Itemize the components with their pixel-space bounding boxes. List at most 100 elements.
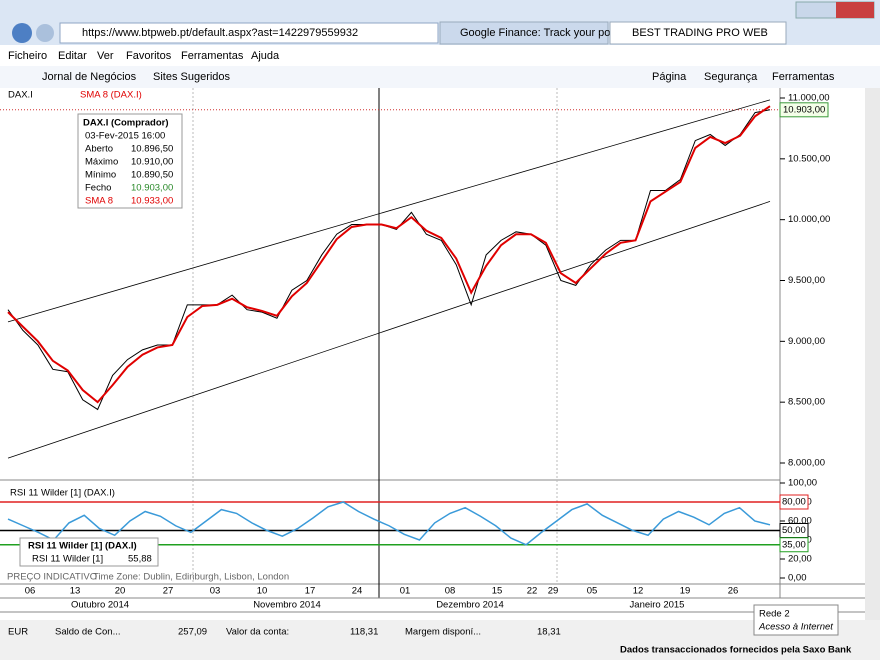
tooltip-value: 10.903,00: [131, 183, 173, 194]
day-label: 05: [587, 586, 598, 597]
network-status: Acesso à Internet: [758, 622, 833, 633]
favorites-bar: [0, 66, 880, 88]
account-field: Saldo de Con...: [55, 627, 121, 638]
favorite[interactable]: Sites Sugeridos: [153, 71, 231, 83]
rsi-legend-name: RSI 11 Wilder [1]: [32, 554, 103, 565]
tab-active[interactable]: [609, 21, 787, 45]
trendline: [7, 99, 771, 323]
tab-title: Google Finance: Track your po...: [460, 27, 620, 39]
y-tick-label: 8.000,00: [788, 458, 825, 469]
command[interactable]: Segurança: [704, 71, 758, 83]
address-bar[interactable]: [59, 22, 439, 44]
tooltip-key: Aberto: [85, 144, 113, 155]
instrument: DAX.I: [8, 90, 33, 101]
tooltip-value: 10.933,00: [131, 196, 173, 207]
day-label: 15: [492, 586, 503, 597]
tooltip-value: 10.890,50: [131, 170, 173, 181]
month-label: Novembro 2014: [253, 600, 321, 611]
level-label: 35,00: [782, 539, 806, 550]
rsi-legend-title: RSI 11 Wilder [1] (DAX.I): [28, 541, 137, 552]
y-tick-label: 60,00: [788, 516, 812, 527]
url: https://www.btpweb.pt/default.aspx?ast=1…: [82, 27, 358, 39]
day-label: 17: [305, 586, 316, 597]
tooltip-value: 10.910,00: [131, 157, 173, 168]
scrollbar[interactable]: [865, 88, 880, 620]
y-tick-label: 10.500,00: [788, 153, 830, 164]
forward-button[interactable]: [36, 24, 54, 42]
command[interactable]: Ferramentas: [772, 71, 835, 83]
rsi-legend-value: 55,88: [128, 554, 152, 565]
network-name: Rede 2: [759, 609, 790, 620]
y-tick-label: 11.000,00: [788, 93, 830, 104]
day-label: 13: [70, 586, 81, 597]
y-tick-label: 100,00: [788, 478, 817, 489]
day-label: 06: [25, 586, 36, 597]
level-box: [779, 494, 809, 510]
y-tick-label: 9.500,00: [788, 275, 825, 286]
day-label: 10: [257, 586, 268, 597]
note: Time Zone: Dublin, Edinburgh, Lisbon, Lo…: [93, 572, 289, 583]
menu-item[interactable]: Ficheiro: [8, 50, 47, 62]
month-label: Outubro 2014: [71, 600, 129, 611]
y-tick-label: 10.000,00: [788, 214, 830, 225]
day-label: 12: [633, 586, 644, 597]
y-tick-label: 9.000,00: [788, 336, 825, 347]
day-label: 19: [680, 586, 691, 597]
tooltip: [77, 113, 183, 209]
tooltip-key: Mínimo: [85, 170, 116, 181]
series-line: [7, 501, 771, 546]
indicator: SMA 8 (DAX.I): [80, 90, 142, 101]
y-tick-label: 8.500,00: [788, 397, 825, 408]
tooltip-key: SMA 8: [85, 196, 113, 207]
tooltip-title: DAX.I (Comprador): [83, 118, 169, 129]
y-tick-label: 20,00: [788, 554, 812, 565]
y-tick-label: 0,00: [788, 573, 807, 584]
status-bar: [0, 620, 880, 660]
series-line: [7, 105, 771, 404]
level-label: 80,00: [782, 497, 806, 508]
account-field: Margem disponí...: [405, 627, 481, 638]
back-button[interactable]: [12, 23, 32, 43]
rsi-title: RSI 11 Wilder [1] (DAX.I): [10, 488, 115, 499]
tooltip-date: 03-Fev-2015 16:00: [85, 131, 165, 142]
month-label: Dezembro 2014: [436, 600, 504, 611]
current-label: 10.903,00: [783, 104, 825, 115]
day-label: 08: [445, 586, 456, 597]
menu-bar: [0, 45, 880, 66]
account-field: 118,31: [350, 627, 378, 638]
level-label: 50,00: [782, 525, 806, 536]
tooltip-value: 10.896,50: [131, 144, 173, 155]
tooltip-key: Fecho: [85, 183, 111, 194]
command[interactable]: Página: [652, 71, 687, 83]
account-field: 18,31: [537, 627, 561, 638]
tab[interactable]: [439, 21, 609, 45]
account-field: Valor da conta:: [226, 627, 289, 638]
tab-title: BEST TRADING PRO WEB: [632, 27, 768, 39]
current-box: [779, 102, 829, 118]
day-label: 01: [400, 586, 411, 597]
close-button[interactable]: [836, 2, 874, 18]
day-label: 03: [210, 586, 221, 597]
day-label: 20: [115, 586, 126, 597]
day-label: 24: [352, 586, 363, 597]
tooltip-key: Máximo: [85, 157, 118, 168]
network-tooltip: [753, 604, 839, 636]
account-field: 257,09: [178, 627, 207, 638]
account-field: EUR: [8, 627, 28, 638]
menu-item[interactable]: Ver: [97, 50, 114, 62]
day-label: 22: [527, 586, 538, 597]
menu-item[interactable]: Editar: [58, 50, 87, 62]
favorite[interactable]: Jornal de Negócios: [42, 71, 137, 83]
day-label: 29: [548, 586, 559, 597]
day-label: 26: [728, 586, 739, 597]
note: PREÇO INDICATIVO: [7, 572, 97, 583]
menu-item[interactable]: Ferramentas: [181, 50, 244, 62]
rsi-legend: [19, 537, 159, 567]
footer: Dados transaccionados fornecidos pela Sa…: [620, 645, 852, 656]
month-label: Janeiro 2015: [630, 600, 685, 611]
menu-item[interactable]: Ajuda: [251, 50, 280, 62]
level-box: [779, 537, 809, 553]
trendline: [7, 201, 771, 459]
menu-item[interactable]: Favoritos: [126, 50, 172, 62]
